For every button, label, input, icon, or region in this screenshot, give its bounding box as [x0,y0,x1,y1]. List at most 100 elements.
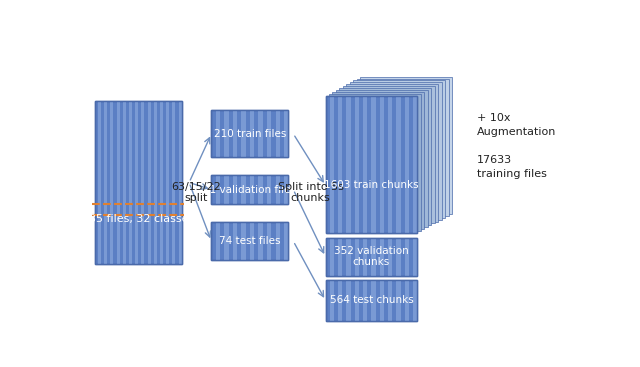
Bar [284,175,288,204]
Bar [233,110,237,157]
Bar [396,96,401,233]
Bar [332,92,424,229]
Bar [259,222,262,260]
Bar [404,237,409,276]
Text: 335 files, 32 classes: 335 files, 32 classes [82,214,195,224]
Bar [346,280,351,321]
Bar [326,96,417,233]
Bar [326,96,417,233]
Bar [284,222,288,260]
Bar [216,222,220,260]
Bar [388,237,392,276]
Bar [396,237,401,276]
Bar [330,280,334,321]
Bar [275,222,280,260]
Bar [380,96,384,233]
Bar [360,77,452,214]
Bar [363,280,367,321]
Bar [338,96,342,233]
Bar [123,101,126,265]
Bar [338,280,342,321]
Bar [413,96,417,233]
Bar [172,101,175,265]
Bar [211,175,288,204]
Text: + 10x
Augmentation

17633
training files: + 10x Augmentation 17633 training files [477,113,556,179]
Bar [371,280,376,321]
Bar [160,101,163,265]
Bar [380,237,384,276]
Bar [326,237,417,276]
Bar [371,237,376,276]
Bar [371,96,376,233]
Bar [141,101,145,265]
Text: 51 validation files: 51 validation files [204,185,296,195]
Bar [154,101,157,265]
Bar [346,237,351,276]
Bar [356,79,449,215]
Bar [330,96,334,233]
Bar [326,280,417,321]
Bar [250,222,254,260]
Bar [166,101,169,265]
Bar [338,237,342,276]
Text: 564 test chunks: 564 test chunks [330,295,413,305]
Bar [211,110,288,157]
Bar [343,87,435,224]
Bar [396,280,401,321]
Text: 1603 train chunks: 1603 train chunks [324,181,419,190]
Bar [275,110,280,157]
Bar [135,101,138,265]
Bar [346,96,351,233]
Bar [355,280,359,321]
Bar [363,237,367,276]
Bar [388,280,392,321]
Bar [233,175,237,204]
Bar [241,175,246,204]
Bar [241,222,246,260]
Bar [129,101,132,265]
Bar [211,110,288,157]
Bar [267,222,271,260]
Bar [250,175,254,204]
Bar [116,101,120,265]
Bar [148,101,150,265]
Bar [346,84,438,222]
Bar [224,175,228,204]
Text: 74 test files: 74 test files [219,236,280,246]
Bar [267,175,271,204]
Bar [241,110,246,157]
Bar [363,96,367,233]
Bar [233,222,237,260]
Bar [388,96,392,233]
Bar [250,110,254,157]
Bar [336,90,428,228]
Bar [355,237,359,276]
Bar [275,175,280,204]
Bar [330,237,334,276]
Text: 352 validation
chunks: 352 validation chunks [334,246,409,268]
Bar [224,110,228,157]
Bar [413,280,417,321]
Bar [110,101,113,265]
Bar [216,175,220,204]
Text: Split into 5s
chunks: Split into 5s chunks [278,182,344,203]
Bar [284,110,288,157]
Bar [95,101,182,265]
Bar [339,88,431,225]
Bar [355,96,359,233]
Text: 210 train files: 210 train files [214,129,286,139]
Bar [104,101,108,265]
Bar [326,280,417,321]
Bar [350,83,442,219]
Bar [404,280,409,321]
Bar [211,222,288,260]
Bar [259,175,262,204]
Bar [326,237,417,276]
Bar [404,96,409,233]
Bar [224,222,228,260]
Bar [413,237,417,276]
Bar [95,101,182,265]
Bar [259,110,262,157]
Bar [98,101,101,265]
Bar [380,280,384,321]
